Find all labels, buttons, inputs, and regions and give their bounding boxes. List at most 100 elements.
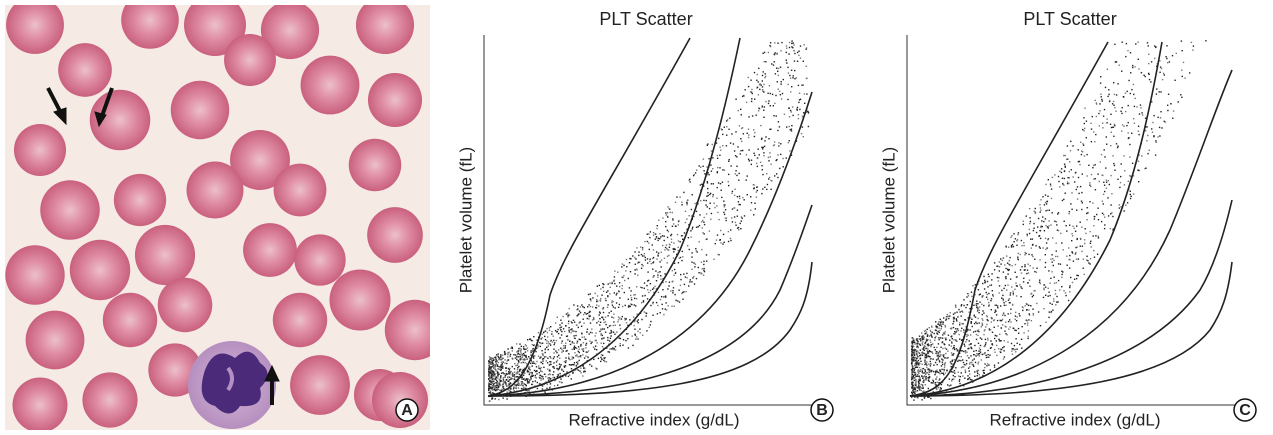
dot <box>1010 294 1011 295</box>
dot <box>525 380 526 381</box>
dot <box>554 344 555 345</box>
dot <box>536 373 537 374</box>
dot <box>1136 106 1137 107</box>
dot <box>965 364 966 365</box>
dot <box>1154 45 1155 46</box>
dot <box>618 307 619 308</box>
dot <box>1022 326 1023 327</box>
dot <box>1111 132 1112 133</box>
dot <box>611 311 612 312</box>
dot <box>938 343 939 344</box>
dot <box>699 165 700 166</box>
dot <box>806 78 807 79</box>
dot <box>717 187 718 188</box>
dot <box>605 317 606 318</box>
dot <box>1061 286 1062 287</box>
dot <box>1016 245 1017 246</box>
dot <box>498 353 499 354</box>
dot <box>670 290 671 291</box>
dot <box>1002 319 1003 320</box>
dot <box>545 330 546 331</box>
dot <box>791 70 792 71</box>
dot <box>502 355 503 356</box>
dot <box>605 332 606 333</box>
dot <box>963 366 964 367</box>
dot <box>917 374 918 375</box>
dot <box>1106 182 1107 183</box>
dot <box>735 222 736 223</box>
dot <box>925 378 926 379</box>
dot <box>1069 255 1070 256</box>
dot <box>1016 276 1017 277</box>
dot <box>753 188 754 189</box>
dot <box>926 379 927 380</box>
dot <box>1033 223 1034 224</box>
dot <box>986 324 987 325</box>
dot <box>1016 330 1017 331</box>
dot <box>1018 232 1019 233</box>
dot <box>1084 155 1085 156</box>
dot <box>992 294 993 295</box>
dot <box>1036 303 1037 304</box>
dot <box>957 328 958 329</box>
dot <box>495 366 496 367</box>
dot <box>652 302 653 303</box>
dot <box>494 385 495 386</box>
dot <box>991 309 992 310</box>
dot <box>790 91 791 92</box>
dot <box>653 287 654 288</box>
dot <box>609 333 610 334</box>
dot <box>583 371 584 372</box>
dot <box>1189 72 1190 73</box>
dot <box>1135 98 1136 99</box>
dot <box>780 84 781 85</box>
dot <box>1035 245 1036 246</box>
dot <box>951 345 952 346</box>
dot <box>943 356 944 357</box>
dot <box>774 141 775 142</box>
dot <box>641 287 642 288</box>
dot <box>922 344 923 345</box>
dot <box>925 348 926 349</box>
dot <box>497 356 498 357</box>
dot <box>999 285 1000 286</box>
dot <box>609 325 610 326</box>
dot <box>748 149 749 150</box>
dot <box>970 347 971 348</box>
dot <box>647 289 648 290</box>
dot <box>740 223 741 224</box>
dot <box>1019 344 1020 345</box>
dot <box>1086 121 1087 122</box>
dot <box>984 346 985 347</box>
dot <box>572 372 573 373</box>
dot <box>722 182 723 183</box>
dot <box>563 371 564 372</box>
dot <box>1028 254 1029 255</box>
dot <box>495 361 496 362</box>
dot <box>1102 123 1103 124</box>
dot <box>608 351 609 352</box>
dot <box>978 351 979 352</box>
dot <box>1023 281 1024 282</box>
dot <box>988 306 989 307</box>
dot <box>1052 237 1053 238</box>
dot <box>660 279 661 280</box>
dot <box>1051 271 1052 272</box>
dot <box>987 286 988 287</box>
dot <box>600 298 601 299</box>
dot <box>1087 260 1088 261</box>
dot <box>647 234 648 235</box>
dot <box>748 137 749 138</box>
dot <box>691 281 692 282</box>
dot <box>569 315 570 316</box>
dot <box>499 358 500 359</box>
dot <box>1023 221 1024 222</box>
dot <box>660 312 661 313</box>
dot <box>507 354 508 355</box>
dot <box>1119 65 1120 66</box>
dot <box>1148 45 1149 46</box>
dot <box>506 379 507 380</box>
dot <box>773 145 774 146</box>
dot <box>1095 134 1096 135</box>
dot <box>579 310 580 311</box>
